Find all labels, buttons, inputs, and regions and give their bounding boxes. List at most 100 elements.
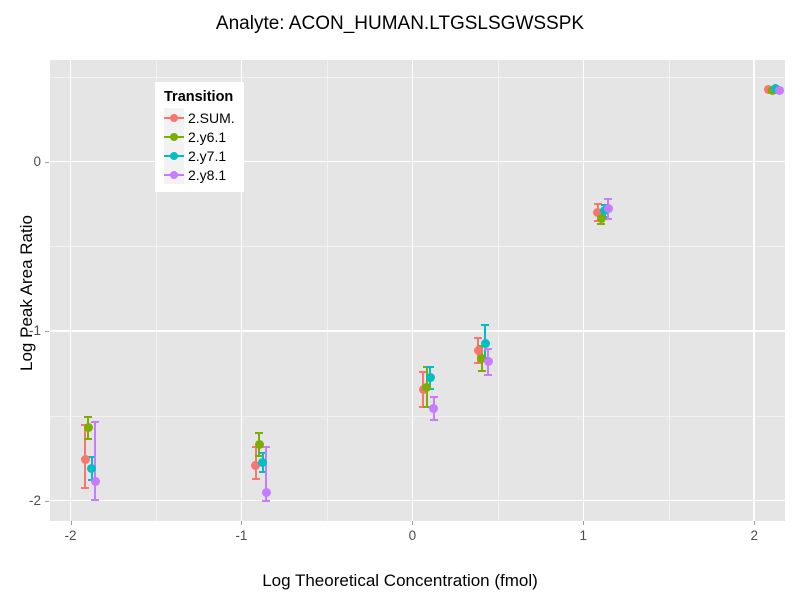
x-tick-label: 0 xyxy=(408,528,417,543)
error-bar-cap-top xyxy=(604,198,613,201)
data-point xyxy=(774,86,784,95)
error-bar xyxy=(265,446,268,503)
gridline-minor-horizontal xyxy=(50,415,785,417)
y-tick-label: -2 xyxy=(28,492,41,508)
y-tick-mark xyxy=(45,331,49,333)
error-bar-cap-top xyxy=(426,365,435,368)
gridline-minor-vertical xyxy=(497,60,499,521)
data-point xyxy=(422,382,432,392)
data-point xyxy=(261,487,271,497)
error-bar-cap-top xyxy=(429,396,438,399)
legend-item-label: 2.y7.1 xyxy=(188,147,227,164)
legend-item-2-SUM-[interactable]: 2.SUM. xyxy=(164,108,235,127)
legend-title: Transition xyxy=(164,89,234,105)
y-axis-title: Log Peak Area Ratio xyxy=(17,215,36,371)
error-bar-cap-bottom xyxy=(477,369,486,372)
error-bar-cap-bottom xyxy=(474,362,483,365)
gridline-minor-horizontal xyxy=(50,246,785,248)
legend-key-swatch xyxy=(164,108,184,127)
legend-key-swatch xyxy=(164,127,184,146)
y-tick-mark xyxy=(45,161,49,163)
legend-item-2-y8-1[interactable]: 2.y8.1 xyxy=(164,165,235,184)
data-point xyxy=(254,440,264,450)
page-title: Analyte: ACON_HUMAN.LTGSLSGWSSPK xyxy=(215,13,585,34)
y-tick-label: 0 xyxy=(33,153,41,169)
error-bar-cap-top xyxy=(474,337,483,340)
gridline-minor-vertical xyxy=(668,60,670,521)
data-point xyxy=(80,454,90,464)
error-bar xyxy=(94,421,97,501)
y-tick-mark xyxy=(45,500,49,502)
gridline-minor-vertical xyxy=(326,60,328,521)
error-bar-cap-bottom xyxy=(604,218,613,221)
x-tick-mark xyxy=(70,521,72,525)
data-point xyxy=(593,208,603,218)
gridline-minor-vertical xyxy=(155,60,157,521)
data-point xyxy=(429,403,439,413)
error-bar-cap-bottom xyxy=(429,419,438,421)
error-bar-cap-bottom xyxy=(81,486,90,489)
x-tick-mark xyxy=(412,521,414,525)
data-point xyxy=(483,357,493,367)
gridline-major-vertical xyxy=(240,60,243,521)
data-point xyxy=(83,423,93,433)
error-bar-cap-top xyxy=(593,203,602,206)
error-bar-cap-top xyxy=(84,415,93,418)
data-point xyxy=(425,373,435,383)
gridline-major-horizontal xyxy=(50,160,785,163)
data-point xyxy=(87,463,97,473)
x-tick-label: 2 xyxy=(750,528,758,543)
error-bar-cap-bottom xyxy=(91,498,100,501)
data-point xyxy=(596,213,606,223)
data-point xyxy=(473,346,483,356)
legend-key-dot xyxy=(169,151,178,160)
error-bar-cap-top xyxy=(255,432,264,435)
legend-item-label: 2.y6.1 xyxy=(188,128,227,145)
x-tick-mark xyxy=(583,521,585,525)
x-tick-mark xyxy=(241,521,243,525)
gridline-major-horizontal xyxy=(50,330,785,332)
error-bar-cap-bottom xyxy=(255,455,264,458)
error-bar-cap-bottom xyxy=(258,470,267,473)
error-bar-cap-top xyxy=(481,323,490,326)
gridline-minor-horizontal xyxy=(50,76,785,78)
legend-key-swatch xyxy=(164,146,184,165)
error-bar-cap-bottom xyxy=(484,374,493,377)
legend-key-swatch xyxy=(164,165,184,184)
error-bar-cap-bottom xyxy=(251,478,260,481)
x-tick-mark xyxy=(754,521,756,525)
error-bar-cap-top xyxy=(87,455,96,458)
error-bar-cap-top xyxy=(262,446,271,449)
legend-key-dot xyxy=(169,113,178,122)
x-tick-label: -2 xyxy=(64,528,77,543)
data-point xyxy=(251,460,261,470)
y-tick-label: -1 xyxy=(28,323,41,339)
error-bar-cap-bottom xyxy=(422,406,431,409)
error-bar-cap-bottom xyxy=(597,223,606,226)
x-tick-label: -1 xyxy=(235,528,248,543)
error-bar-cap-bottom xyxy=(262,500,271,503)
legend-item-2-y6-1[interactable]: 2.y6.1 xyxy=(164,127,235,146)
legend-key-dot xyxy=(169,170,178,179)
error-bar-cap-top xyxy=(419,371,428,373)
series-points-2-y8-1 xyxy=(50,60,785,521)
gridline-major-vertical xyxy=(753,60,756,521)
error-bar-cap-top xyxy=(484,348,493,351)
data-point xyxy=(477,353,487,363)
error-bar-cap-top xyxy=(91,421,100,423)
legend-items: 2.SUM. 2.y6.1 2.y7.1 2.y8.1 xyxy=(164,108,235,184)
x-axis-title: Log Theoretical Concentration (fmol) xyxy=(262,571,538,590)
gridline-major-horizontal xyxy=(50,499,785,502)
data-point xyxy=(603,203,613,213)
data-point xyxy=(480,339,490,349)
legend-item-label: 2.y8.1 xyxy=(188,166,227,183)
legend-item-label: 2.SUM. xyxy=(188,109,235,126)
gridline-major-vertical xyxy=(411,60,414,521)
data-point xyxy=(258,458,268,468)
gridline-major-vertical xyxy=(582,60,585,521)
error-bar-cap-top xyxy=(258,452,267,455)
legend-key-dot xyxy=(169,132,178,141)
x-tick-label: 1 xyxy=(579,528,588,543)
legend-item-2-y7-1[interactable]: 2.y7.1 xyxy=(164,146,235,165)
